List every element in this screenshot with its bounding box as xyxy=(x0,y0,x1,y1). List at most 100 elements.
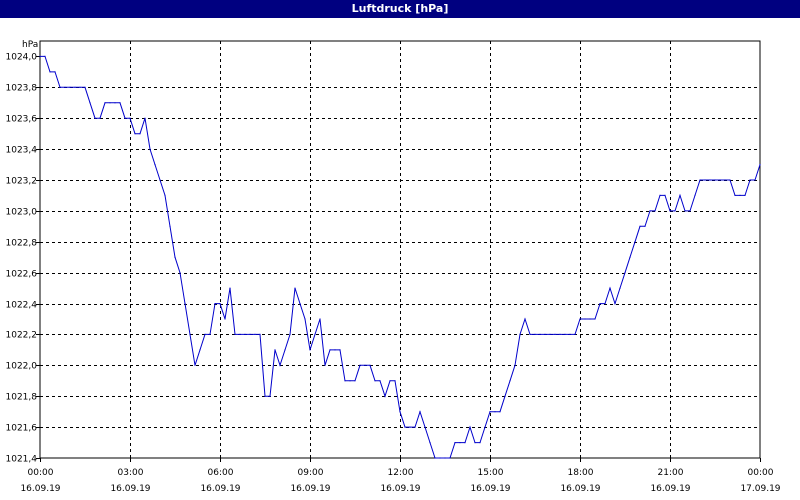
data-point xyxy=(199,349,201,351)
data-point xyxy=(59,86,61,88)
data-point xyxy=(429,442,431,444)
data-point xyxy=(149,148,151,150)
data-point xyxy=(219,303,221,305)
data-point xyxy=(604,303,606,305)
x-tick-date-label: 16.09.19 xyxy=(290,484,330,494)
data-point xyxy=(384,395,386,397)
data-point xyxy=(109,102,111,104)
data-point xyxy=(449,457,451,459)
data-point xyxy=(729,179,731,181)
data-point xyxy=(319,318,321,320)
data-point xyxy=(469,426,471,428)
data-point xyxy=(434,457,436,459)
data-point xyxy=(244,333,246,335)
data-point xyxy=(664,194,666,196)
data-point xyxy=(209,333,211,335)
x-tick-date-label: 16.09.19 xyxy=(560,484,600,494)
data-point xyxy=(739,194,741,196)
data-point xyxy=(114,102,116,104)
data-point xyxy=(229,287,231,289)
data-point xyxy=(284,349,286,351)
data-point xyxy=(394,380,396,382)
data-point xyxy=(169,225,171,227)
data-point xyxy=(344,380,346,382)
data-point xyxy=(474,442,476,444)
data-point xyxy=(94,117,96,119)
x-tick-time-label: 09:00 xyxy=(298,468,324,478)
data-point xyxy=(424,426,426,428)
y-tick-label: 1022,0 xyxy=(6,362,38,372)
data-point xyxy=(119,102,121,104)
data-point xyxy=(419,411,421,413)
data-point xyxy=(144,117,146,119)
data-point xyxy=(519,333,521,335)
data-point xyxy=(134,133,136,135)
y-tick-label: 1023,4 xyxy=(6,146,38,156)
data-point xyxy=(414,426,416,428)
data-point xyxy=(239,333,241,335)
data-point xyxy=(569,333,571,335)
y-axis-ticks: 1024,0 1023,8 1023,6 1023,4 1023,2 1023,0 1022… xyxy=(6,53,40,465)
y-tick-label: 1022,6 xyxy=(6,270,38,280)
data-point xyxy=(99,117,101,119)
data-point xyxy=(539,333,541,335)
x-axis-ticks: 00:00 16.09.19 03:00 16.09.19 06:00 16.09.19 0… xyxy=(20,458,781,494)
y-tick-label: 1021,4 xyxy=(6,455,38,465)
data-point xyxy=(279,364,281,366)
data-point xyxy=(269,395,271,397)
data-point xyxy=(479,442,481,444)
data-point xyxy=(579,318,581,320)
x-tick-time-label: 00:00 xyxy=(748,468,774,478)
data-point xyxy=(439,457,441,459)
data-point xyxy=(184,303,186,305)
data-point xyxy=(644,225,646,227)
data-point xyxy=(339,349,341,351)
data-point xyxy=(259,333,261,335)
data-point xyxy=(224,318,226,320)
x-tick-time-label: 21:00 xyxy=(658,468,684,478)
data-point xyxy=(304,318,306,320)
data-point xyxy=(629,256,631,258)
x-tick-date-label: 16.09.19 xyxy=(110,484,150,494)
data-point xyxy=(204,333,206,335)
data-point xyxy=(589,318,591,320)
data-point xyxy=(634,241,636,243)
chart-title: Luftdruck [hPa] xyxy=(351,2,449,15)
x-tick-time-label: 06:00 xyxy=(208,468,234,478)
data-point xyxy=(679,194,681,196)
data-point xyxy=(264,395,266,397)
data-point xyxy=(214,303,216,305)
data-point xyxy=(744,194,746,196)
data-point xyxy=(54,71,56,73)
data-point xyxy=(64,86,66,88)
data-point xyxy=(124,117,126,119)
data-point xyxy=(719,179,721,181)
x-tick-date-label: 16.09.19 xyxy=(470,484,510,494)
data-point xyxy=(324,364,326,366)
data-point xyxy=(504,395,506,397)
data-point xyxy=(179,272,181,274)
y-tick-label: 1024,0 xyxy=(6,53,38,63)
data-point xyxy=(154,164,156,166)
data-point xyxy=(514,364,516,366)
data-point xyxy=(334,349,336,351)
x-tick-time-label: 15:00 xyxy=(478,468,504,478)
y-tick-label: 1022,8 xyxy=(6,239,38,249)
data-point xyxy=(529,333,531,335)
data-point xyxy=(349,380,351,382)
data-point xyxy=(659,194,661,196)
data-point xyxy=(534,333,536,335)
y-tick-label: 1023,0 xyxy=(6,208,38,218)
y-tick-label: 1022,2 xyxy=(6,331,38,341)
y-unit-label: hPa xyxy=(22,40,38,50)
data-point xyxy=(389,380,391,382)
data-point xyxy=(409,426,411,428)
data-point xyxy=(39,55,41,58)
data-point xyxy=(314,333,316,335)
data-point xyxy=(359,364,361,366)
data-point xyxy=(459,442,461,444)
data-point xyxy=(289,333,291,335)
data-point xyxy=(584,318,586,320)
data-point xyxy=(499,411,501,413)
